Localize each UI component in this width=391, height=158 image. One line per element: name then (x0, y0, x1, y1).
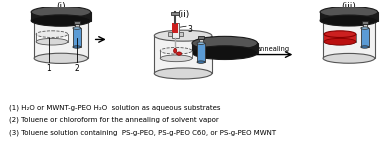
Bar (324, 34, 356, 42)
Bar (36, 34, 68, 42)
Ellipse shape (320, 6, 378, 18)
Ellipse shape (34, 15, 88, 26)
Text: (2) Toluene or chloroform for the annealing of solvent vapor: (2) Toluene or chloroform for the anneal… (9, 117, 219, 123)
Ellipse shape (160, 55, 192, 62)
Bar (192, 43, 258, 53)
Bar (361, 28, 369, 47)
Bar (199, 39, 203, 43)
Text: (ii): (ii) (177, 10, 189, 19)
Bar (198, 36, 204, 39)
Ellipse shape (73, 46, 81, 48)
Bar (320, 12, 378, 21)
Ellipse shape (36, 31, 68, 37)
Ellipse shape (324, 38, 356, 45)
Ellipse shape (174, 48, 177, 53)
Bar (34, 21, 88, 58)
Bar (179, 32, 183, 36)
Ellipse shape (36, 38, 68, 45)
Bar (31, 12, 91, 21)
Bar (75, 24, 79, 28)
Text: (i): (i) (56, 2, 66, 11)
Bar (154, 36, 212, 73)
Ellipse shape (73, 27, 81, 29)
Bar (324, 34, 356, 42)
Ellipse shape (154, 68, 212, 79)
Ellipse shape (361, 27, 369, 29)
Ellipse shape (192, 46, 258, 60)
Text: (3) Toluene solution containing  PS-g-PEO, PS-g-PEO C60, or PS-g-PEO MWNT: (3) Toluene solution containing PS-g-PEO… (9, 129, 276, 136)
Bar (74, 21, 80, 24)
Ellipse shape (34, 53, 88, 64)
Bar (73, 28, 81, 47)
Text: 3: 3 (187, 25, 192, 34)
Ellipse shape (154, 30, 212, 41)
Ellipse shape (324, 38, 356, 45)
Bar (160, 51, 192, 58)
Ellipse shape (320, 15, 378, 26)
Text: (iii): (iii) (341, 2, 356, 11)
Ellipse shape (160, 47, 192, 54)
Ellipse shape (361, 46, 369, 48)
Text: 1: 1 (47, 64, 52, 73)
Bar (197, 43, 205, 62)
Bar (172, 23, 178, 33)
Ellipse shape (323, 53, 375, 63)
Bar (168, 32, 172, 36)
Bar (362, 21, 368, 24)
Ellipse shape (31, 6, 91, 18)
Bar (323, 21, 375, 58)
Ellipse shape (31, 15, 91, 26)
Ellipse shape (323, 16, 375, 25)
Bar (172, 23, 179, 39)
Ellipse shape (197, 61, 205, 63)
Ellipse shape (324, 31, 356, 37)
Bar (362, 24, 367, 28)
Ellipse shape (177, 52, 181, 55)
Ellipse shape (197, 42, 205, 44)
Bar (171, 12, 179, 15)
Text: annealing: annealing (257, 46, 290, 52)
Text: (1) H₂O or MWNT-g-PEO H₂O  solution as aqueous substrates: (1) H₂O or MWNT-g-PEO H₂O solution as aq… (9, 105, 221, 111)
Text: 2: 2 (74, 64, 79, 73)
Ellipse shape (192, 36, 258, 50)
